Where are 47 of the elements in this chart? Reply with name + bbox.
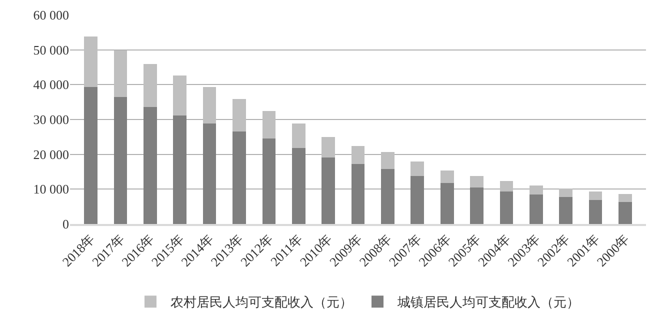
bar xyxy=(410,176,424,224)
bar xyxy=(84,87,98,224)
bar xyxy=(84,36,98,88)
bar xyxy=(381,152,394,169)
bar xyxy=(618,202,632,224)
y-tick-label: 30 000 xyxy=(33,112,69,128)
bar xyxy=(529,185,543,194)
bar xyxy=(262,110,276,138)
y-tick-label: 50 000 xyxy=(33,42,69,58)
bar xyxy=(559,197,573,224)
bar xyxy=(559,188,573,198)
bar xyxy=(588,192,602,200)
bar xyxy=(440,182,454,224)
bar xyxy=(143,106,157,224)
bar xyxy=(588,200,602,224)
bar xyxy=(322,157,335,224)
bar xyxy=(262,138,276,224)
bar xyxy=(440,170,454,183)
bar xyxy=(381,168,394,224)
bar xyxy=(470,187,484,224)
bar xyxy=(500,181,514,192)
bar xyxy=(202,124,216,224)
bar xyxy=(529,194,543,224)
bar xyxy=(143,64,157,107)
bar xyxy=(351,164,365,224)
bar xyxy=(292,124,306,148)
bar xyxy=(232,132,246,224)
legend-label: 农村居民人均可支配收入（元） xyxy=(170,294,352,310)
y-tick-label: 60 000 xyxy=(33,8,69,23)
bar xyxy=(292,148,306,224)
bar xyxy=(232,98,246,132)
bar xyxy=(173,115,187,224)
y-tick-label: 0 xyxy=(62,216,69,232)
bar xyxy=(618,194,632,202)
bar xyxy=(351,146,365,164)
bar xyxy=(114,97,128,224)
bar xyxy=(410,162,424,176)
bar xyxy=(114,50,128,98)
bar xyxy=(202,87,216,124)
y-tick-label: 10 000 xyxy=(33,182,69,197)
legend-label: 城镇居民人均可支配收入（元） xyxy=(396,294,580,310)
bar xyxy=(500,191,514,224)
y-tick-label: 40 000 xyxy=(33,77,69,92)
y-tick-label: 20 000 xyxy=(33,146,69,162)
bar xyxy=(470,176,484,188)
bar xyxy=(322,136,335,158)
bar xyxy=(173,76,187,116)
